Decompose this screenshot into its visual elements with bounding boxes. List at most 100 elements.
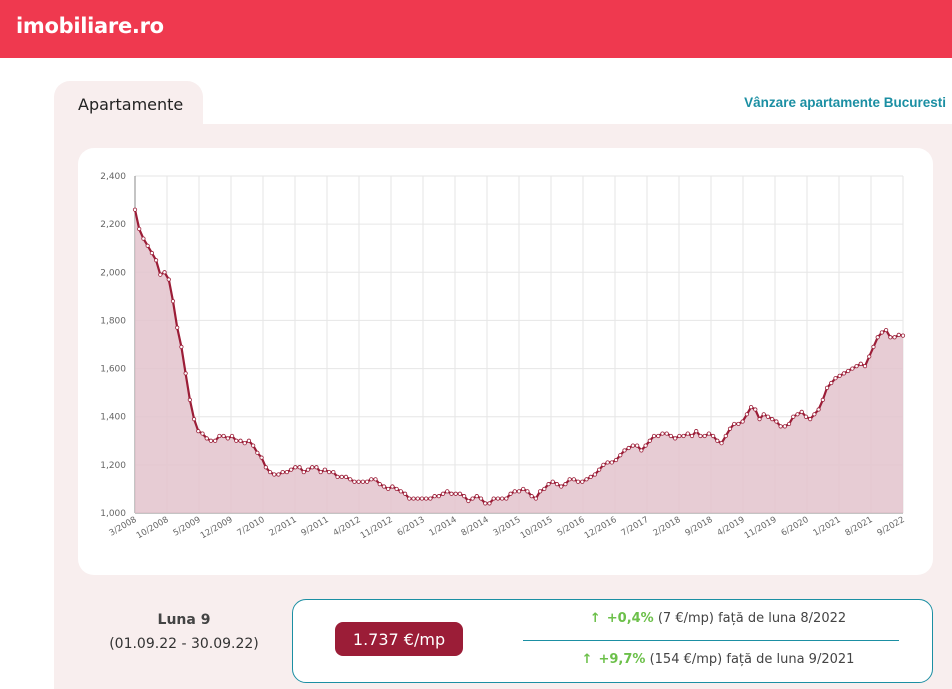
data-point — [546, 482, 551, 487]
data-point — [221, 433, 226, 439]
data-point — [263, 465, 268, 470]
data-point — [706, 431, 711, 436]
data-point — [175, 325, 180, 330]
x-tick-label: 4/2012 — [332, 515, 363, 539]
data-point — [808, 417, 813, 422]
data-point — [200, 431, 205, 436]
data-point — [462, 494, 467, 499]
sale-apartments-link[interactable]: Vânzare apartamente Bucuresti — [744, 95, 946, 110]
data-point — [567, 477, 572, 482]
data-point — [327, 469, 332, 475]
data-point — [229, 433, 235, 439]
data-point — [618, 453, 623, 458]
data-point — [141, 236, 146, 241]
x-tick-label: 12/2016 — [583, 515, 619, 541]
data-point — [322, 467, 327, 472]
y-tick-label: 1,200 — [100, 461, 126, 471]
data-point — [816, 407, 821, 412]
data-point — [757, 417, 762, 422]
x-tick-label: 12/2009 — [199, 515, 235, 541]
data-point — [238, 438, 243, 443]
data-point — [386, 486, 391, 492]
data-point — [698, 433, 703, 439]
data-point — [689, 433, 695, 439]
data-point — [571, 477, 576, 482]
data-point — [179, 344, 184, 350]
data-point — [580, 479, 585, 484]
data-point — [786, 421, 792, 427]
period-info: Luna 9 (01.09.22 - 30.09.22) — [84, 612, 284, 652]
data-point — [339, 474, 344, 479]
data-point — [778, 424, 783, 429]
data-point — [508, 491, 513, 496]
chart-card: 1,000 1,200 1,400 1,600 1,800 2,000 2,200 2,400… — [78, 148, 933, 575]
data-point — [402, 491, 408, 496]
y-tick-label: 1,600 — [100, 365, 126, 375]
data-point — [424, 496, 429, 501]
data-point — [525, 489, 530, 494]
data-point — [158, 272, 163, 277]
data-point — [635, 443, 640, 448]
data-point — [234, 438, 239, 443]
data-point — [335, 474, 340, 479]
data-point — [744, 412, 749, 417]
data-point — [563, 482, 568, 487]
price-badge: 1.737 €/mp — [335, 622, 463, 656]
data-point — [651, 433, 657, 439]
arrow-up-icon: ↑ — [581, 652, 593, 667]
data-point — [765, 414, 771, 419]
data-point — [533, 496, 538, 501]
tab-apartamente[interactable]: Apartamente — [54, 81, 203, 126]
data-point — [732, 421, 737, 427]
data-point — [457, 491, 463, 496]
data-point — [529, 494, 534, 499]
logo[interactable]: imobiliare.ro — [16, 14, 164, 38]
x-tick-label: 11/2019 — [743, 515, 779, 541]
data-point — [170, 299, 176, 304]
data-point — [516, 489, 522, 494]
data-point — [407, 496, 412, 501]
x-tick-label: 2/2011 — [268, 515, 299, 539]
data-point — [162, 270, 167, 275]
data-point — [601, 462, 606, 467]
data-point — [255, 450, 260, 455]
data-point — [748, 404, 754, 410]
data-point — [487, 501, 492, 506]
x-tick-label: 7/2010 — [236, 515, 267, 539]
x-tick-label: 6/2020 — [780, 515, 811, 539]
data-point — [348, 477, 353, 482]
data-point — [213, 438, 218, 443]
stats-box: 1.737 €/mp ↑ +0,4% (7 €/mp) față de luna … — [292, 599, 933, 683]
data-point — [795, 412, 800, 417]
data-point — [149, 250, 154, 256]
x-tick-label: 8/2014 — [460, 515, 491, 539]
data-point — [208, 438, 214, 443]
data-point — [356, 479, 361, 484]
data-point — [837, 373, 842, 378]
y-tick-label: 1,400 — [100, 413, 126, 423]
data-point — [829, 380, 834, 386]
data-point — [694, 429, 699, 434]
data-point — [782, 424, 787, 429]
data-point — [770, 417, 775, 422]
data-point — [702, 433, 707, 439]
data-point — [145, 243, 150, 248]
data-point — [314, 465, 319, 470]
data-point — [862, 364, 868, 369]
x-tick-label: 10/2008 — [135, 515, 171, 541]
data-point — [394, 486, 399, 492]
data-point — [584, 477, 589, 482]
data-point — [867, 354, 872, 359]
x-tick-label: 11/2012 — [359, 515, 395, 541]
data-point — [280, 469, 285, 475]
data-point — [575, 479, 581, 484]
data-point — [217, 433, 222, 439]
data-point — [719, 441, 724, 446]
data-point — [500, 496, 505, 501]
change-text: (154 €/mp) față de luna 9/2021 — [649, 652, 855, 667]
data-point — [512, 489, 517, 494]
data-point — [550, 479, 555, 484]
data-point — [639, 448, 644, 453]
data-point — [841, 371, 847, 376]
data-point — [597, 467, 602, 472]
